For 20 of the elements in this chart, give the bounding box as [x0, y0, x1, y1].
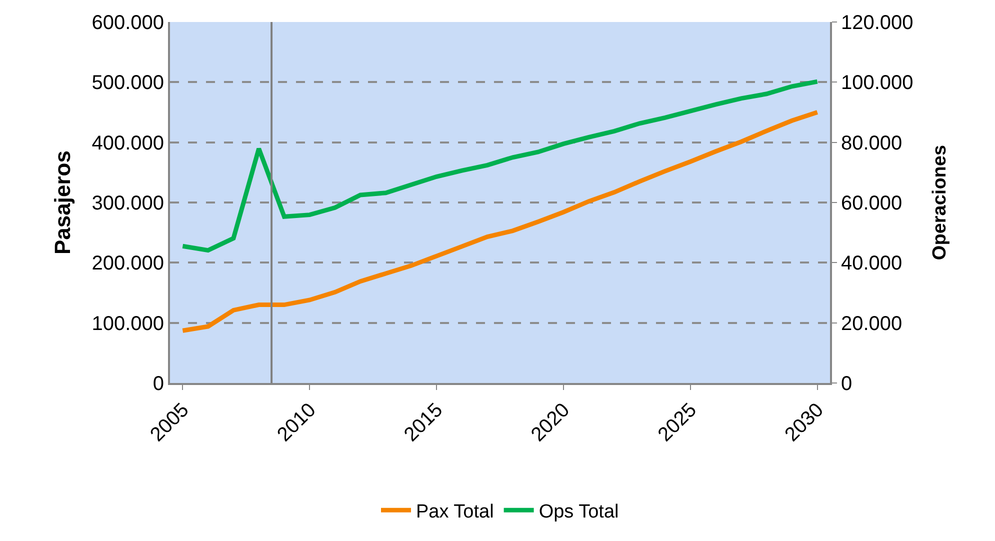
y2-tick-label: 40.000 — [841, 252, 902, 275]
y-axis-title: Pasajeros — [50, 150, 76, 254]
y2-tick-label: 0 — [841, 373, 852, 395]
y2-axis-title: Operaciones — [930, 144, 951, 260]
line-series — [180, 79, 820, 253]
y-tick-label: 0 — [152, 373, 164, 395]
y2-tick-label: 60.000 — [841, 192, 902, 214]
legend-label: Pax Total — [416, 502, 494, 523]
y2-tick-label: 20.000 — [841, 312, 902, 335]
y-tick-label: 100.000 — [92, 312, 164, 335]
y-tick-label: 600.000 — [92, 12, 164, 34]
y2-tick-label: 80.000 — [841, 132, 902, 154]
y-tick-label: 200.000 — [92, 252, 164, 275]
y-tick-label: 500.000 — [92, 72, 164, 94]
y-tick-label: 400.000 — [92, 132, 164, 154]
y2-tick-label: 120.000 — [841, 12, 914, 34]
y2-tick-label: 100.000 — [841, 72, 914, 94]
y-tick-label: 300.000 — [92, 192, 164, 214]
legend-label: Ops Total — [538, 502, 619, 523]
line-series — [180, 110, 820, 333]
